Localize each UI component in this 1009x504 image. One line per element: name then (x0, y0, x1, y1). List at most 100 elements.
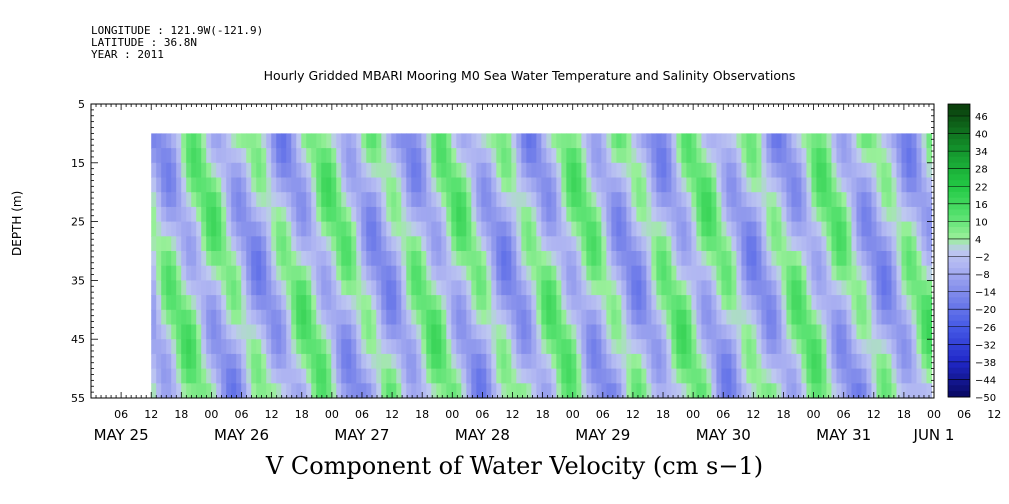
heat-cell (651, 177, 657, 193)
x-hour-tick-label: 06 (716, 408, 730, 421)
heat-cell (346, 133, 352, 149)
heat-cell (571, 368, 577, 384)
heat-cell (426, 309, 432, 326)
heat-cell (266, 162, 272, 179)
heat-cell (281, 192, 287, 208)
heat-cell (611, 192, 617, 208)
heat-cell (556, 324, 562, 340)
heat-cell (216, 236, 222, 252)
heat-cell (831, 295, 838, 311)
heat-cell (916, 383, 923, 399)
colorbar-segment (948, 209, 970, 216)
heat-cell (241, 236, 247, 252)
heat-cell (386, 133, 392, 149)
heat-cell (646, 339, 652, 355)
heat-cell (881, 221, 888, 237)
heat-cell (806, 339, 813, 355)
heat-cell (841, 192, 848, 208)
heat-cell (546, 280, 552, 296)
heat-cell (696, 177, 703, 193)
heat-cell (201, 383, 207, 399)
x-hour-tick-label: 18 (536, 408, 550, 421)
heat-cell (446, 251, 452, 267)
heat-cell (711, 148, 718, 164)
heat-cell (766, 251, 773, 267)
x-hour-tick-label: 06 (837, 408, 851, 421)
heat-cell (861, 265, 868, 281)
heat-cell (601, 368, 607, 384)
heat-cell (221, 162, 227, 179)
heat-cell (876, 133, 883, 149)
heat-cell (816, 324, 823, 340)
heat-cell (691, 162, 698, 179)
heat-cell (621, 206, 627, 223)
heat-cell (656, 236, 662, 252)
heat-cell (156, 353, 162, 370)
heat-cell (261, 148, 267, 164)
heat-cell (621, 133, 627, 149)
colorbar-label: 22 (975, 182, 988, 193)
x-hour-tick-label: 12 (506, 408, 520, 421)
heat-cell (366, 221, 372, 237)
heat-cell (716, 192, 723, 208)
heat-cell (601, 133, 607, 149)
heat-cell (491, 236, 497, 252)
heat-cell (286, 309, 292, 326)
heat-cell (791, 162, 798, 179)
heat-cell (456, 383, 462, 399)
heat-cell (676, 236, 682, 252)
heat-cell (546, 221, 552, 237)
heat-cell (466, 148, 472, 164)
heat-cell (406, 192, 412, 208)
heat-cell (206, 295, 212, 311)
heat-cell (176, 133, 182, 149)
heat-cell (321, 309, 327, 326)
heat-cell (236, 236, 242, 252)
heat-cell (306, 309, 312, 326)
heat-cell (236, 295, 242, 311)
latitude-text: LATITUDE : 36.8N (91, 36, 197, 49)
heat-cell (716, 177, 723, 193)
heat-cell (511, 162, 517, 179)
heat-cell (566, 192, 572, 208)
heat-cell (281, 383, 287, 399)
heat-cell (166, 148, 172, 164)
heat-cell (276, 192, 282, 208)
heat-cell (311, 265, 317, 281)
heat-cell (366, 265, 372, 281)
heat-cell (826, 133, 833, 149)
heat-cell (736, 265, 743, 281)
heat-cell (696, 265, 703, 281)
heat-cell (601, 236, 607, 252)
heat-cell (631, 177, 637, 193)
heat-cell (246, 309, 252, 326)
heat-cell (716, 148, 723, 164)
heat-cell (571, 295, 577, 311)
heat-cell (236, 133, 242, 149)
heat-cell (451, 368, 457, 384)
heat-cell (436, 251, 442, 267)
heat-cell (661, 236, 667, 252)
heat-cell (486, 339, 492, 355)
heat-cell (506, 368, 512, 384)
heat-cell (536, 339, 542, 355)
heat-cell (316, 133, 322, 149)
colorbar-segment (948, 232, 970, 240)
heat-cell (666, 221, 672, 237)
heat-cell (351, 339, 357, 355)
colorbar-segment (948, 145, 970, 152)
heat-cell (601, 383, 607, 399)
heat-cell (326, 295, 332, 311)
heat-cell (911, 177, 918, 193)
heat-cell (216, 309, 222, 326)
heat-cell (296, 368, 302, 384)
heat-cell (706, 339, 713, 355)
heat-cell (466, 236, 472, 252)
heat-cell (216, 177, 222, 193)
heat-cell (411, 353, 417, 370)
heat-cell (391, 162, 397, 179)
heat-cell (836, 324, 843, 340)
heat-cell (306, 236, 312, 252)
heat-cell (791, 383, 798, 399)
heat-cell (231, 206, 237, 223)
